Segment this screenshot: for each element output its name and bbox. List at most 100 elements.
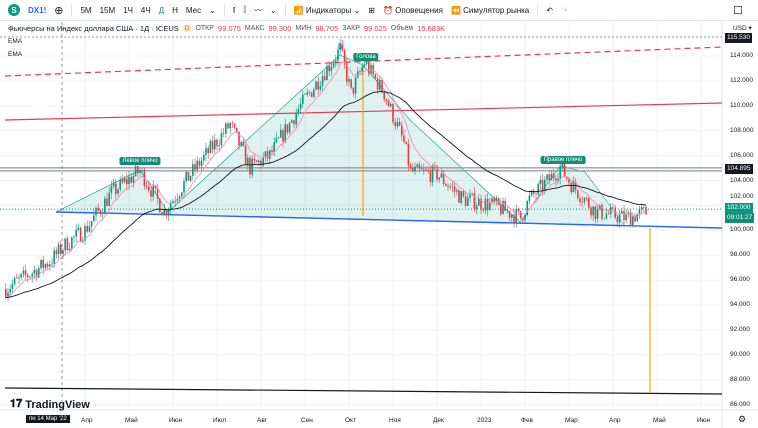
candle: [607, 213, 610, 215]
brand-name: TradingView: [25, 398, 90, 411]
wave-label[interactable]: 5: [338, 42, 343, 51]
settings-gear-icon[interactable]: ⚙: [738, 414, 747, 424]
candle: [563, 163, 566, 177]
candle: [460, 191, 462, 203]
time-tick: Апр: [81, 417, 93, 424]
candle: [383, 92, 385, 100]
top-toolbar: S DX1! ⊕ 5М 15М 1Ч 4Ч Д Н Мес ⌄ ⫾ ⫿ 〰 ⌄ …: [0, 0, 758, 21]
candle: [645, 207, 647, 215]
open-label: ОТКР: [195, 25, 214, 32]
candle: [137, 166, 139, 174]
candle: [339, 44, 341, 50]
fullscreen-icon[interactable]: ☐: [733, 4, 743, 17]
redo-icon[interactable]: ↷: [560, 5, 568, 15]
add-symbol-icon[interactable]: ⊕: [54, 4, 64, 17]
replay-icon: ⏪: [450, 5, 461, 15]
replay-button[interactable]: ⏪ Симулятор рынка: [451, 6, 529, 15]
price-tick: 88.000: [730, 375, 750, 383]
interval-day[interactable]: Д: [158, 5, 165, 15]
interval-4h[interactable]: 4Ч: [140, 5, 151, 15]
candle: [475, 205, 478, 210]
candle: [431, 165, 434, 182]
alerts-button[interactable]: ⏰ Оповещения: [383, 6, 443, 15]
interval-month[interactable]: Мес: [185, 5, 202, 15]
left-shoulder-label[interactable]: Левое плечо: [119, 157, 161, 165]
candle: [484, 198, 487, 211]
candle: [489, 202, 491, 211]
line-chart-icon[interactable]: 〰: [253, 5, 262, 15]
candle: [429, 171, 432, 182]
candle: [506, 210, 509, 212]
price-tick: 94.000: [730, 301, 750, 308]
candle: [621, 210, 623, 215]
candle: [299, 103, 302, 110]
price-tick: 90.000: [730, 350, 750, 358]
candle: [214, 139, 216, 150]
interval-1h[interactable]: 1Ч: [123, 5, 133, 15]
candle: [40, 259, 42, 269]
undo-icon[interactable]: ↶: [546, 5, 553, 15]
ema-legend-1[interactable]: EMA: [8, 38, 23, 45]
candle: [385, 99, 388, 102]
candle: [60, 244, 62, 255]
price-tick: 100.000: [730, 226, 754, 234]
chevron-down-icon[interactable]: ⌄: [269, 5, 277, 15]
candle: [467, 197, 469, 206]
time-tick: Апр: [609, 417, 621, 424]
right-shoulder-label[interactable]: Правое плечо: [540, 156, 586, 164]
symbol-button[interactable]: DX1!: [28, 5, 47, 15]
chevron-down-icon[interactable]: ⌄: [209, 5, 216, 15]
ema-legend-2[interactable]: EMA: [8, 51, 23, 58]
time-tick: Сен: [301, 417, 313, 424]
head-label[interactable]: Голова: [353, 53, 379, 61]
candle: [189, 175, 192, 181]
candle: [605, 213, 608, 219]
candle: [401, 125, 403, 136]
candle: [229, 122, 231, 129]
bar-chart-icon[interactable]: ⫾: [232, 5, 236, 14]
tradingview-logo[interactable]: 𝟏𝟕 TradingView: [10, 398, 90, 411]
candle: [275, 137, 278, 143]
candle: [73, 236, 75, 238]
candle: [29, 276, 31, 278]
candle: [183, 181, 185, 193]
time-tick: Мар: [565, 417, 578, 424]
candle: [238, 131, 240, 146]
interval-week[interactable]: Н: [172, 5, 178, 15]
candle: [295, 113, 297, 125]
ema-long-line: [5, 91, 647, 298]
price-tick: 86.000: [730, 400, 750, 408]
candle: [524, 215, 526, 221]
candle: [473, 193, 476, 210]
candle: [592, 206, 594, 216]
alerts-label: Оповещения: [395, 5, 443, 15]
candle: [632, 215, 634, 226]
indicators-icon: 📶: [293, 5, 304, 15]
candle: [150, 190, 152, 197]
candle: [352, 87, 355, 94]
candle: [192, 164, 194, 176]
candle: [566, 176, 568, 179]
candle: [374, 74, 377, 79]
indicators-button[interactable]: 📶 Индикаторы ⌄: [293, 5, 361, 15]
candle: [363, 64, 366, 67]
layout-grid-icon[interactable]: ⊞: [368, 5, 375, 15]
candle: [420, 168, 423, 170]
currency-select[interactable]: USD ▾: [733, 25, 752, 32]
candle: [341, 44, 344, 51]
time-tick: Июн: [697, 417, 711, 424]
candle-chart-icon[interactable]: ⫿: [243, 5, 246, 14]
candle: [233, 123, 236, 128]
candle: [464, 196, 467, 206]
candle: [372, 64, 374, 75]
candle: [27, 275, 29, 278]
interval-15m[interactable]: 15М: [99, 5, 116, 15]
candle: [240, 141, 242, 146]
candle: [398, 122, 401, 126]
candle: [253, 158, 256, 161]
candle: [438, 177, 440, 180]
interval-5m[interactable]: 5М: [80, 5, 92, 15]
candle: [196, 160, 198, 170]
candle: [451, 186, 454, 188]
